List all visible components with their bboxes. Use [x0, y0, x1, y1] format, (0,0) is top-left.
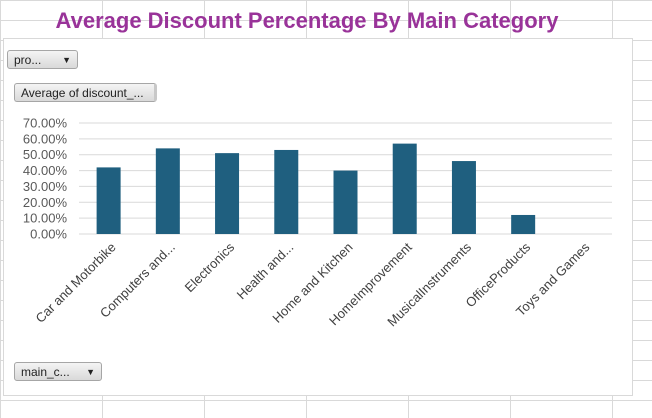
chart-title: Average Discount Percentage By Main Cate…	[55, 8, 559, 33]
y-tick-label: 40.00%	[23, 163, 68, 178]
y-tick-label: 10.00%	[23, 211, 68, 226]
value-field-button[interactable]: Average of discount_...	[14, 83, 157, 102]
bar[interactable]	[96, 167, 121, 234]
y-tick-label: 20.00%	[23, 195, 68, 210]
bar[interactable]	[511, 214, 536, 234]
y-tick-label: 30.00%	[23, 179, 68, 194]
bar[interactable]	[274, 149, 299, 234]
x-category-label: Health and...	[234, 240, 297, 303]
y-tick-label: 60.00%	[23, 131, 68, 146]
bar[interactable]	[451, 161, 476, 234]
bar[interactable]	[215, 153, 240, 234]
filter-field-button[interactable]: pro... ▼	[7, 50, 78, 69]
filter-field-label: pro...	[14, 52, 42, 67]
y-tick-label: 0.00%	[30, 227, 67, 242]
dropdown-arrow-icon: ▼	[86, 366, 95, 377]
axis-field-button[interactable]: main_c... ▼	[14, 362, 102, 381]
bar[interactable]	[392, 143, 417, 234]
bar[interactable]	[155, 148, 180, 234]
axis-field-label: main_c...	[21, 364, 70, 379]
dropdown-arrow-icon: ▼	[62, 54, 71, 65]
y-tick-label: 50.00%	[23, 147, 68, 162]
y-tick-label: 70.00%	[23, 116, 68, 131]
bar[interactable]	[333, 170, 358, 234]
value-field-label: Average of discount_...	[21, 85, 144, 100]
x-category-label: Electronics	[182, 239, 238, 295]
